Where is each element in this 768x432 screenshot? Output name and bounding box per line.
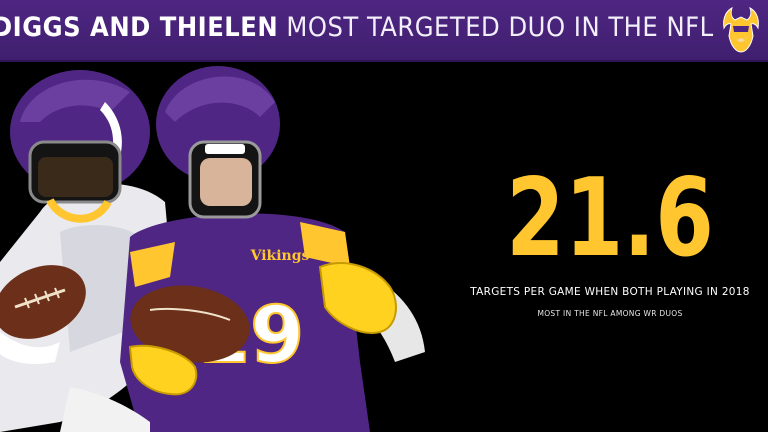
stat-label: TARGETS PER GAME WHEN BOTH PLAYING IN 20… bbox=[470, 286, 750, 298]
jersey-wordmark: Vikings bbox=[250, 248, 310, 264]
title-banner: DIGGS AND THIELEN MOST TARGETED DUO IN T… bbox=[0, 0, 768, 62]
stat-sublabel: MOST IN THE NFL AMONG WR DUOS bbox=[537, 309, 683, 318]
stat-value: 21.6 bbox=[506, 156, 714, 281]
headline-rest: MOST TARGETED DUO IN THE NFL bbox=[286, 12, 714, 43]
vikings-logo-icon bbox=[723, 7, 759, 53]
headline-bold: DIGGS AND THIELEN bbox=[0, 12, 279, 43]
right-player: 19 Vikings bbox=[60, 66, 425, 432]
headline: DIGGS AND THIELEN MOST TARGETED DUO IN T… bbox=[0, 12, 714, 52]
player-photo-composite: 19 Vikings bbox=[0, 66, 425, 432]
